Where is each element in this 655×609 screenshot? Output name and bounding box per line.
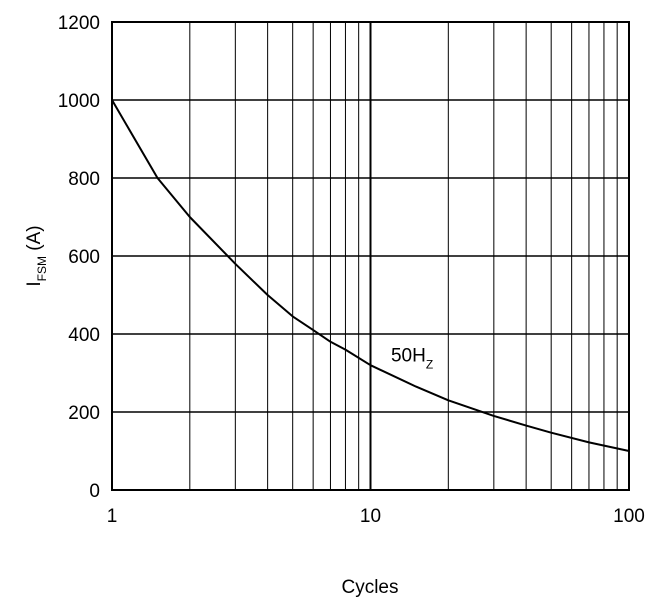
x-tick-label: 100 [613,506,645,527]
y-axis-title: IFSM (A) [24,225,49,286]
frequency-annotation-main: 50H [391,345,426,366]
y-axis-title-sub: FSM [35,256,49,281]
y-axis-title-main: I [24,281,45,286]
series-line [111,99,630,452]
y-tick-label: 800 [68,169,100,190]
x-tick-label: 10 [360,506,381,527]
frequency-annotation-sub: Z [426,357,433,371]
series [111,99,630,452]
y-tick-label: 600 [68,247,100,268]
y-tick-label: 0 [89,481,100,502]
y-tick-label: 400 [68,325,100,346]
y-tick-label: 200 [68,403,100,424]
frequency-annotation: 50HZ [391,345,433,371]
plot-frame [111,21,630,491]
y-axis-title-unit: (A) [24,225,45,256]
tick-labels: 0 200 400 600 800 1000 1200 1 10 100 [58,13,645,527]
x-axis-title: Cycles [341,577,398,598]
y-tick-label: 1000 [58,91,100,112]
x-tick-label: 1 [107,506,118,527]
y-tick-label: 1200 [58,13,100,34]
grid [111,21,630,491]
